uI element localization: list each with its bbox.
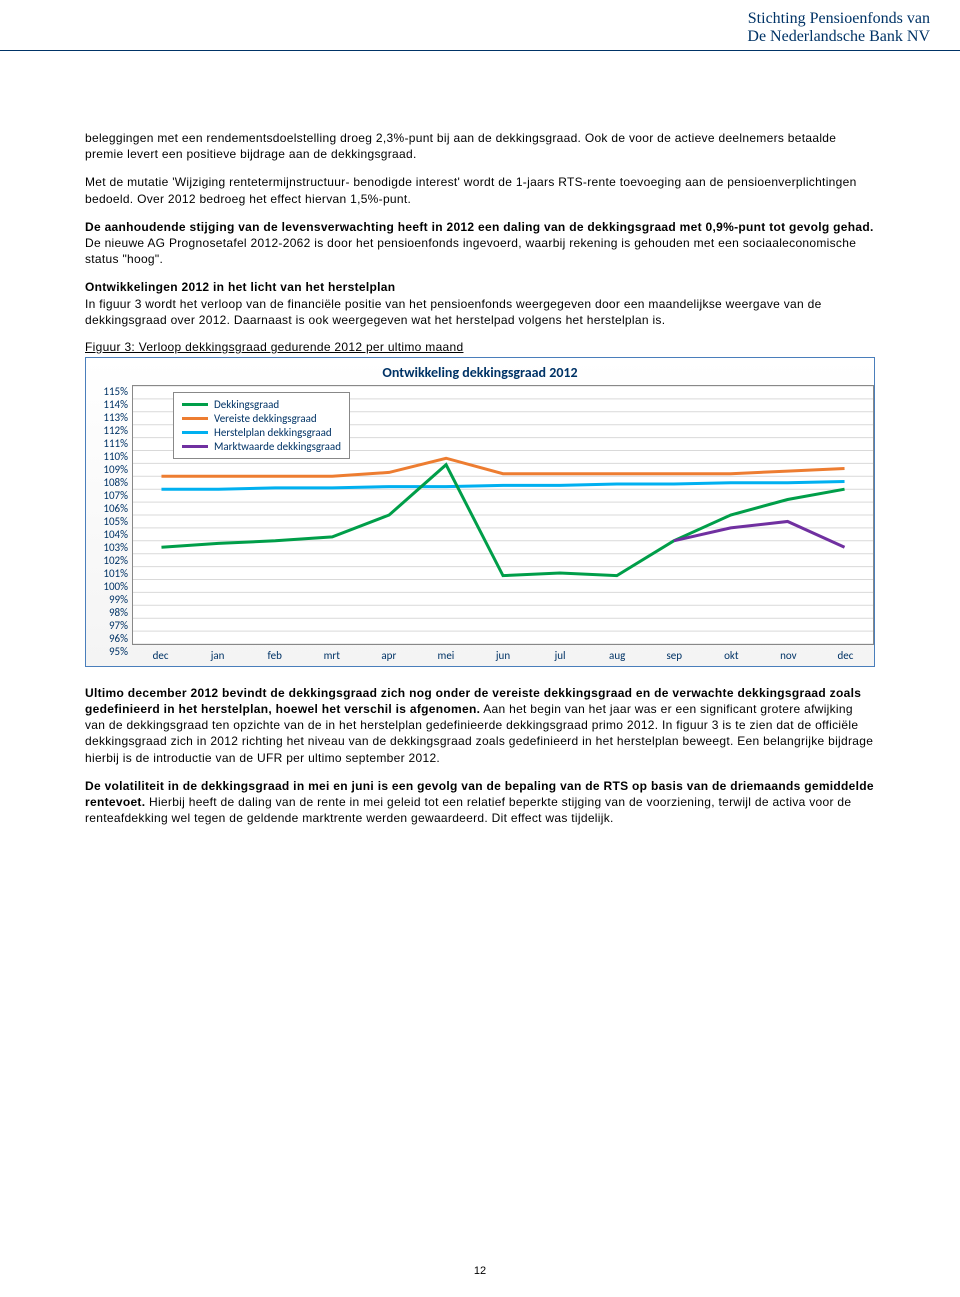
figure-caption: Figuur 3: Verloop dekkingsgraad gedurend…	[85, 340, 875, 354]
page-number: 12	[0, 1265, 960, 1277]
x-tick-label: jun	[474, 649, 531, 662]
legend-item: Dekkingsgraad	[182, 398, 341, 411]
x-tick-label: sep	[646, 649, 703, 662]
brand-line2: De Nederlandsche Bank NV	[747, 28, 930, 46]
paragraph-4: Ontwikkelingen 2012 in het licht van het…	[85, 279, 875, 328]
legend-label: Marktwaarde dekkingsgraad	[214, 440, 341, 453]
heading-4: Ontwikkelingen 2012 in het licht van het…	[85, 280, 395, 294]
y-tick-label: 103%	[103, 541, 128, 554]
legend-label: Dekkingsgraad	[214, 398, 279, 411]
brand-header: Stichting Pensioenfonds van De Nederland…	[747, 10, 930, 47]
chart-legend: DekkingsgraadVereiste dekkingsgraadHerst…	[173, 392, 350, 459]
y-tick-label: 111%	[103, 437, 128, 450]
x-tick-label: apr	[360, 649, 417, 662]
legend-label: Vereiste dekkingsgraad	[214, 412, 317, 425]
y-tick-label: 98%	[109, 606, 128, 619]
x-tick-label: dec	[132, 649, 189, 662]
y-tick-label: 101%	[103, 567, 128, 580]
chart-y-axis: 115%114%113%112%111%110%109%108%107%106%…	[94, 385, 132, 645]
y-tick-label: 105%	[103, 515, 128, 528]
paragraph-2: Met de mutatie 'Wijziging rentetermijnst…	[85, 174, 875, 206]
legend-swatch	[182, 403, 208, 406]
x-tick-label: jul	[532, 649, 589, 662]
paragraph-6-rest: Hierbij heeft de daling van de rente in …	[85, 795, 851, 825]
chart-title: Ontwikkeling dekkingsgraad 2012	[86, 364, 874, 381]
legend-swatch	[182, 417, 208, 420]
paragraph-3: De aanhoudende stijging van de levensver…	[85, 219, 875, 268]
legend-swatch	[182, 445, 208, 448]
x-tick-label: nov	[760, 649, 817, 662]
y-tick-label: 115%	[103, 385, 128, 398]
chart-plot-area: DekkingsgraadVereiste dekkingsgraadHerst…	[132, 385, 874, 645]
x-tick-label: mei	[417, 649, 474, 662]
legend-swatch	[182, 431, 208, 434]
y-tick-label: 109%	[103, 463, 128, 476]
y-tick-label: 99%	[109, 593, 128, 606]
legend-item: Vereiste dekkingsgraad	[182, 412, 341, 425]
brand-line1: Stichting Pensioenfonds van	[747, 10, 930, 28]
x-tick-label: dec	[817, 649, 874, 662]
y-tick-label: 113%	[103, 411, 128, 424]
header-rule	[0, 50, 960, 51]
paragraph-4-body: In figuur 3 wordt het verloop van de fin…	[85, 297, 822, 327]
x-tick-label: mrt	[303, 649, 360, 662]
x-tick-label: aug	[589, 649, 646, 662]
paragraph-3-rest: De nieuwe AG Prognosetafel 2012-2062 is …	[85, 236, 856, 266]
x-tick-label: jan	[189, 649, 246, 662]
y-tick-label: 96%	[109, 632, 128, 645]
y-tick-label: 97%	[109, 619, 128, 632]
y-tick-label: 114%	[103, 398, 128, 411]
page-content: beleggingen met een rendementsdoelstelli…	[85, 130, 875, 838]
legend-item: Marktwaarde dekkingsgraad	[182, 440, 341, 453]
y-tick-label: 110%	[103, 450, 128, 463]
chart-container: Ontwikkeling dekkingsgraad 2012 115%114%…	[85, 357, 875, 667]
y-tick-label: 112%	[103, 424, 128, 437]
y-tick-label: 108%	[103, 476, 128, 489]
x-tick-label: okt	[703, 649, 760, 662]
y-tick-label: 102%	[103, 554, 128, 567]
paragraph-5: Ultimo december 2012 bevindt de dekkings…	[85, 685, 875, 766]
x-tick-label: feb	[246, 649, 303, 662]
paragraph-1: beleggingen met een rendementsdoelstelli…	[85, 130, 875, 162]
y-tick-label: 100%	[103, 580, 128, 593]
legend-label: Herstelplan dekkingsgraad	[214, 426, 332, 439]
y-tick-label: 106%	[103, 502, 128, 515]
chart-x-axis: decjanfebmrtaprmeijunjulaugsepoktnovdec	[132, 649, 874, 662]
y-tick-label: 95%	[109, 645, 128, 658]
paragraph-3-bold: De aanhoudende stijging van de levensver…	[85, 220, 874, 234]
y-tick-label: 104%	[103, 528, 128, 541]
paragraph-6: De volatiliteit in de dekkingsgraad in m…	[85, 778, 875, 827]
legend-item: Herstelplan dekkingsgraad	[182, 426, 341, 439]
y-tick-label: 107%	[103, 489, 128, 502]
